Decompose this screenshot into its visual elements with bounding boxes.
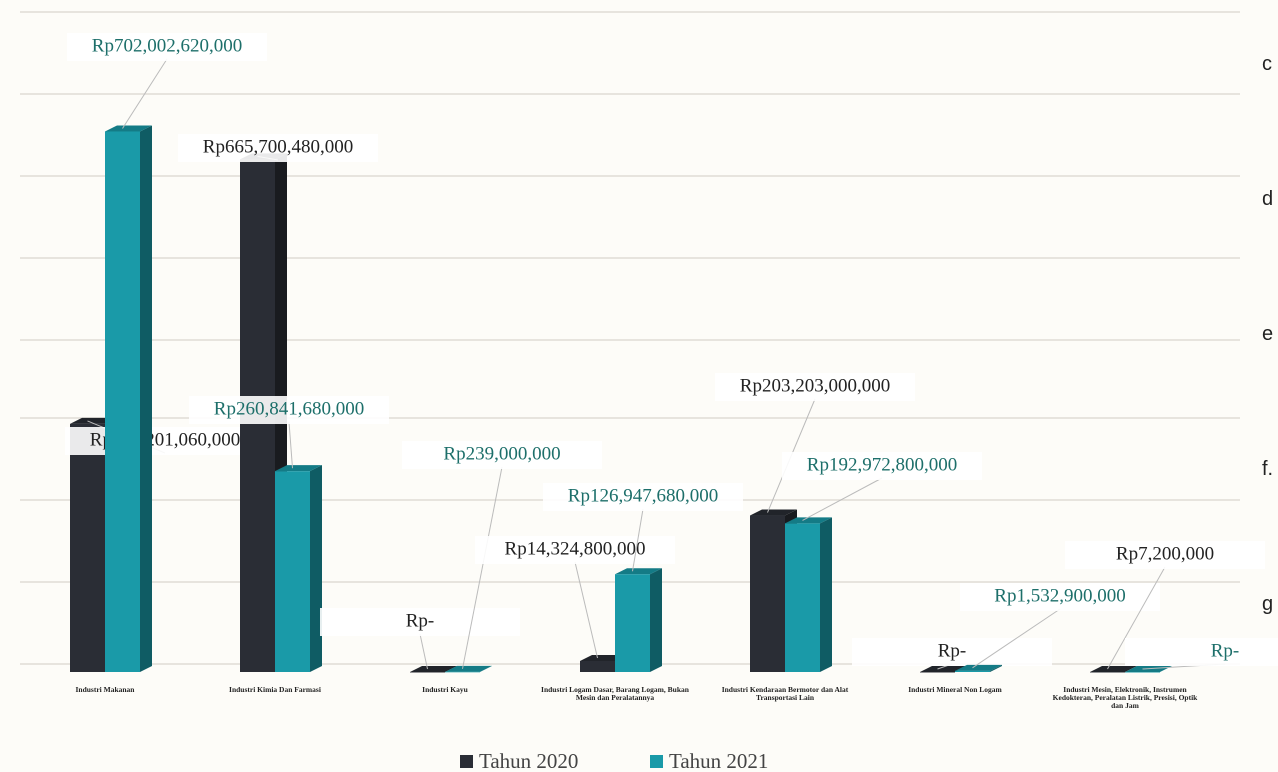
decor-grid xyxy=(20,12,1240,664)
bar-side xyxy=(310,465,322,672)
data-label: Rp- xyxy=(1211,640,1240,661)
x-tick-label: Industri Kimia Dan Farmasi xyxy=(200,686,350,694)
leader-line xyxy=(803,478,883,520)
chart: Rp322,201,060,000Rp702,002,620,000Rp665,… xyxy=(0,0,1278,772)
background-text: e xyxy=(1262,323,1273,346)
bar xyxy=(445,672,480,673)
x-tick-label: Industri Kendaraan Bermotor dan Alat Tra… xyxy=(710,686,860,702)
data-label: Rp665,700,480,000 xyxy=(203,136,353,157)
page: Rp322,201,060,000Rp702,002,620,000Rp665,… xyxy=(0,0,1278,772)
leader-line xyxy=(463,467,503,669)
bar xyxy=(920,672,955,673)
data-label: Rp- xyxy=(938,640,967,661)
bar xyxy=(750,516,785,672)
bar xyxy=(955,671,990,672)
x-tick-label: Industri Kayu xyxy=(370,686,520,694)
data-label: Rp260,841,680,000 xyxy=(214,398,364,419)
data-label: Rp14,324,800,000 xyxy=(505,538,646,559)
leader-line xyxy=(289,422,293,468)
data-label: Rp702,002,620,000 xyxy=(92,35,242,56)
data-label: Rp203,203,000,000 xyxy=(740,375,890,396)
bar xyxy=(70,424,105,672)
x-tick-label: Industri Makanan xyxy=(30,686,180,694)
background-text: f. xyxy=(1262,458,1273,481)
bar-side xyxy=(650,568,662,672)
data-label: Rp- xyxy=(406,610,435,631)
bar xyxy=(580,661,615,672)
background-text: d xyxy=(1262,188,1273,211)
background-text: c xyxy=(1262,53,1272,76)
label-bg xyxy=(1125,638,1278,666)
x-tick-label: Industri Logam Dasar, Barang Logam, Buka… xyxy=(540,686,690,702)
bar xyxy=(615,574,650,672)
legend-label: Tahun 2020 xyxy=(479,749,578,772)
bar xyxy=(785,523,820,672)
bar xyxy=(105,131,140,672)
legend-label: Tahun 2021 xyxy=(669,749,768,772)
bar-side xyxy=(820,517,832,672)
background-text: g xyxy=(1262,593,1273,616)
data-label: Rp192,972,800,000 xyxy=(807,454,957,475)
bar xyxy=(1090,672,1125,673)
legend-swatch xyxy=(650,755,663,768)
legend-swatch xyxy=(460,755,473,768)
data-label: Rp239,000,000 xyxy=(443,443,560,464)
x-tick-label: Industri Mineral Non Logam xyxy=(880,686,1030,694)
x-tick-label: Industri Mesin, Elektronik, Instrumen Ke… xyxy=(1050,686,1200,710)
leader-line xyxy=(575,562,598,658)
data-label: Rp7,200,000 xyxy=(1116,543,1214,564)
bar xyxy=(275,471,310,672)
bar xyxy=(410,672,445,673)
bar-side xyxy=(140,125,152,672)
data-label: Rp126,947,680,000 xyxy=(568,485,718,506)
bar xyxy=(1125,672,1160,673)
data-label: Rp1,532,900,000 xyxy=(994,585,1125,606)
